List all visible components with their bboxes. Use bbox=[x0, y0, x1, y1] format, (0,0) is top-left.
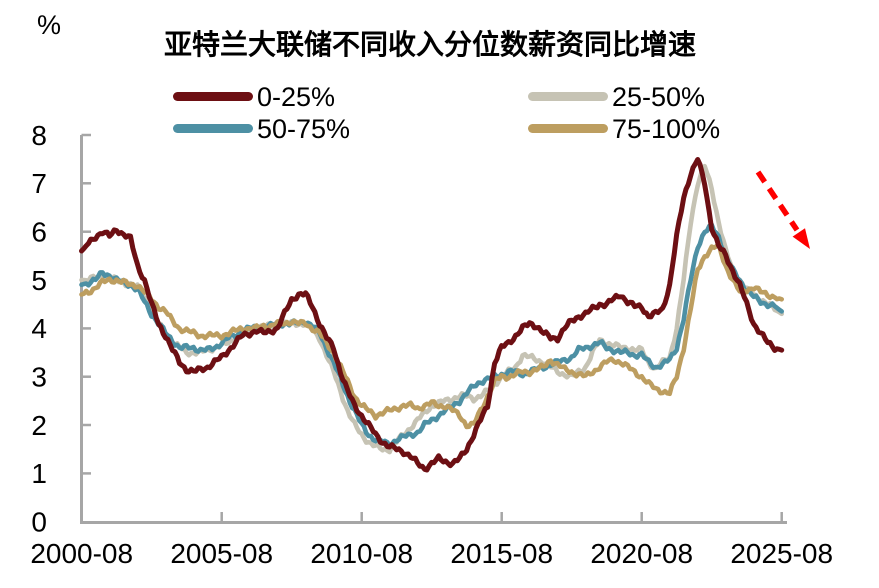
series-line-25-50% bbox=[79, 163, 784, 455]
y-tick-label: 5 bbox=[31, 265, 47, 296]
series-line-50-75% bbox=[79, 222, 784, 449]
legend-swatch-25-50-icon bbox=[528, 92, 608, 101]
y-tick-label: 1 bbox=[31, 458, 47, 489]
y-tick-label: 2 bbox=[31, 410, 47, 441]
y-tick-label: 7 bbox=[31, 168, 47, 199]
y-tick-label: 8 bbox=[31, 120, 47, 151]
series-lines bbox=[79, 157, 785, 473]
x-tick-label: 2015-08 bbox=[450, 538, 553, 569]
x-tick-label: 2025-08 bbox=[730, 538, 833, 569]
series-line-75-100% bbox=[79, 241, 784, 430]
y-axis-unit-label: % bbox=[37, 10, 61, 40]
trend-arrow-shaft bbox=[755, 170, 800, 232]
trend-arrow-head bbox=[792, 228, 810, 249]
y-tick-label: 3 bbox=[31, 362, 47, 393]
legend-item: 75-100% bbox=[528, 114, 720, 144]
trend-arrow-icon bbox=[755, 170, 810, 249]
x-tick-label: 2020-08 bbox=[590, 538, 693, 569]
x-tick-labels: 2000-08 2005-08 2010-08 2015-08 2020-08 … bbox=[30, 538, 833, 569]
legend-label-50-75: 50-75% bbox=[257, 114, 350, 144]
y-tick-label: 4 bbox=[31, 313, 47, 344]
legend-item: 25-50% bbox=[528, 82, 705, 112]
legend-swatch-75-100-icon bbox=[528, 124, 608, 133]
legend-label-0-25: 0-25% bbox=[257, 82, 335, 112]
legend-label-75-100: 75-100% bbox=[612, 114, 720, 144]
legend-swatch-0-25-icon bbox=[173, 92, 253, 101]
legend: 0-25% 25-50% 50-75% 75-100% bbox=[173, 82, 720, 144]
chart-title: 亚特兰大联储不同收入分位数薪资同比增速 bbox=[164, 28, 696, 60]
x-tick-label: 2005-08 bbox=[170, 538, 273, 569]
legend-item: 0-25% bbox=[173, 82, 335, 112]
y-tick-label: 0 bbox=[31, 507, 47, 538]
y-tick-labels: 0 1 2 3 4 5 6 7 8 bbox=[31, 120, 47, 538]
legend-swatch-50-75-icon bbox=[173, 124, 253, 133]
legend-label-25-50: 25-50% bbox=[612, 82, 705, 112]
series-line-0-25% bbox=[79, 157, 785, 473]
x-tick-label: 2010-08 bbox=[310, 538, 413, 569]
x-tick-label: 2000-08 bbox=[30, 538, 133, 569]
y-tick-label: 6 bbox=[31, 217, 47, 248]
legend-item: 50-75% bbox=[173, 114, 350, 144]
